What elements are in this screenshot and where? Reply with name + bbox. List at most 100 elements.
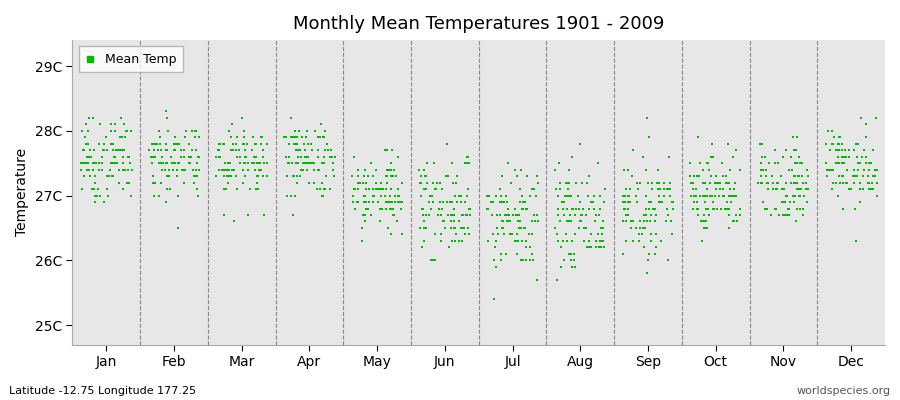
Point xyxy=(87,147,102,154)
Point xyxy=(559,180,573,186)
Point xyxy=(860,154,874,160)
Point xyxy=(623,186,637,192)
Point xyxy=(621,205,635,212)
Point xyxy=(325,154,339,160)
Point xyxy=(113,134,128,140)
Point xyxy=(155,166,169,173)
Point xyxy=(184,154,198,160)
Point xyxy=(781,205,796,212)
Point xyxy=(550,231,564,238)
Point xyxy=(662,154,676,160)
Point xyxy=(504,231,518,238)
Point xyxy=(557,212,572,218)
Point xyxy=(686,205,700,212)
Point xyxy=(384,231,399,238)
Point xyxy=(177,134,192,140)
Point xyxy=(215,166,230,173)
Point xyxy=(428,257,443,264)
Point xyxy=(282,160,296,166)
Point xyxy=(554,199,569,205)
Point xyxy=(592,244,607,251)
Point xyxy=(310,154,325,160)
Point xyxy=(379,205,393,212)
Point xyxy=(763,212,778,218)
Point xyxy=(577,238,591,244)
Point xyxy=(637,212,652,218)
Point xyxy=(792,173,806,179)
Point xyxy=(302,160,317,166)
Point xyxy=(415,244,429,251)
Point xyxy=(297,140,311,147)
Point xyxy=(347,186,362,192)
Point xyxy=(97,199,112,205)
Point xyxy=(182,140,196,147)
Point xyxy=(152,134,166,140)
Point xyxy=(849,173,863,179)
Point xyxy=(318,186,332,192)
Point xyxy=(305,160,320,166)
Point xyxy=(170,160,184,166)
Point xyxy=(217,186,231,192)
Point xyxy=(706,154,720,160)
Point xyxy=(153,160,167,166)
Point xyxy=(222,160,237,166)
Point xyxy=(357,199,372,205)
Point xyxy=(722,180,736,186)
Point xyxy=(349,199,364,205)
Point xyxy=(518,225,532,231)
Point xyxy=(287,128,302,134)
Point xyxy=(566,205,580,212)
Point xyxy=(794,186,808,192)
Point xyxy=(386,212,400,218)
Point xyxy=(289,140,303,147)
Point xyxy=(220,180,235,186)
Point xyxy=(260,140,274,147)
Point xyxy=(117,121,131,128)
Point xyxy=(790,173,805,179)
Point xyxy=(789,134,804,140)
Point xyxy=(839,154,853,160)
Point xyxy=(124,166,139,173)
Point xyxy=(700,160,715,166)
Point xyxy=(557,199,572,205)
Point xyxy=(778,192,793,199)
Point xyxy=(690,134,705,140)
Point xyxy=(417,218,431,225)
Point xyxy=(154,160,168,166)
Point xyxy=(573,140,588,147)
Point xyxy=(726,186,741,192)
Point xyxy=(833,134,848,140)
Point xyxy=(220,173,234,179)
Point xyxy=(209,154,223,160)
Point xyxy=(445,238,459,244)
Point xyxy=(245,147,259,154)
Point xyxy=(550,277,564,283)
Point xyxy=(825,166,840,173)
Point xyxy=(648,218,662,225)
Point xyxy=(248,160,262,166)
Point xyxy=(724,192,739,199)
Point xyxy=(75,128,89,134)
Point xyxy=(828,180,842,186)
Point xyxy=(290,173,304,179)
Point xyxy=(87,199,102,205)
Point xyxy=(647,205,662,212)
Point xyxy=(564,205,579,212)
Point xyxy=(836,205,850,212)
Point xyxy=(716,186,731,192)
Point xyxy=(76,160,90,166)
Point xyxy=(346,154,361,160)
Point xyxy=(439,140,454,147)
Point xyxy=(788,160,802,166)
Point xyxy=(327,173,341,179)
Point xyxy=(619,212,634,218)
Point xyxy=(587,192,601,199)
Point xyxy=(160,128,175,134)
Point xyxy=(572,218,587,225)
Point xyxy=(92,140,106,147)
Point xyxy=(598,199,612,205)
Point xyxy=(795,160,809,166)
Point xyxy=(562,218,576,225)
Point xyxy=(86,166,101,173)
Point xyxy=(584,231,598,238)
